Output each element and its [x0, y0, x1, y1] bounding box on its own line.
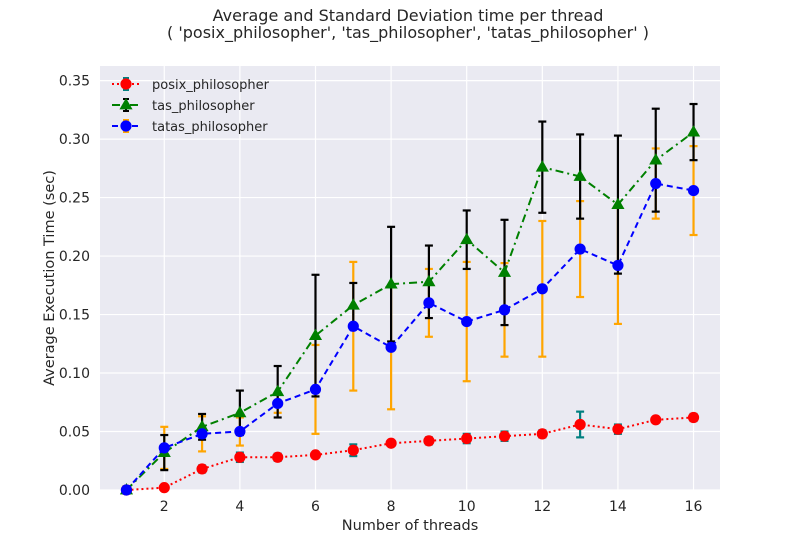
data-point	[309, 383, 322, 396]
legend-item: posix_philosopher	[112, 77, 270, 93]
x-axis-label: Number of threads	[342, 518, 479, 534]
data-point	[385, 437, 397, 449]
data-point	[497, 265, 512, 277]
data-point	[649, 153, 663, 165]
data-point	[233, 405, 247, 418]
series-posix_philosopher	[120, 411, 700, 496]
y-tick-label: 0.30	[59, 132, 90, 148]
data-point	[461, 315, 473, 328]
x-tick-label: 12	[533, 499, 551, 515]
legend-label: posix_philosopher	[152, 78, 270, 93]
series-line	[125, 182, 694, 491]
series-line	[125, 131, 695, 491]
data-point	[612, 423, 624, 435]
x-tick-label: 2	[160, 499, 169, 515]
data-point	[309, 449, 322, 461]
data-point	[612, 259, 624, 272]
data-point	[423, 435, 435, 447]
legend-label: tas_philosopher	[152, 99, 255, 114]
x-tick-label: 14	[609, 499, 627, 515]
data-point	[686, 125, 701, 137]
data-point	[423, 297, 435, 309]
data-point	[271, 384, 285, 397]
data-point	[573, 169, 587, 181]
data-point	[422, 274, 436, 287]
chart-title-line-2: ( 'posix_philosopher', 'tas_philosopher'…	[167, 23, 649, 43]
data-point	[611, 197, 625, 210]
legend-marker	[120, 78, 132, 90]
data-point	[574, 418, 586, 431]
data-point	[234, 425, 246, 438]
y-tick-label: 0.35	[59, 74, 90, 90]
data-point	[574, 243, 586, 255]
data-point	[385, 341, 397, 353]
data-point	[461, 432, 473, 445]
data-point	[120, 484, 133, 496]
data-point	[687, 184, 700, 197]
data-point	[650, 414, 662, 426]
data-point	[196, 463, 208, 475]
legend-item: tas_philosopher	[112, 97, 255, 114]
series-line	[126, 416, 694, 491]
data-point	[234, 451, 246, 463]
legend-label: tatas_philosopher	[152, 120, 268, 135]
chart-title-line-1: Average and Standard Deviation time per …	[213, 6, 604, 25]
y-tick-label: 0.00	[59, 483, 90, 499]
data-point	[536, 283, 548, 295]
data-point	[460, 232, 474, 245]
x-tick-label: 16	[685, 499, 703, 515]
data-point	[346, 298, 360, 310]
y-tick-label: 0.15	[59, 308, 90, 324]
x-tick-label: 8	[387, 499, 396, 515]
data-point	[308, 328, 323, 341]
y-axis-label: Average Execution Time (sec)	[42, 170, 58, 386]
y-tick-label: 0.10	[59, 366, 90, 382]
data-point	[196, 428, 208, 440]
data-point	[272, 397, 284, 410]
legend-marker	[119, 97, 133, 110]
legend: posix_philosopher tas_philosopher tatas_ph…	[112, 77, 270, 135]
data-point	[158, 442, 170, 454]
x-tick-label: 4	[235, 499, 244, 515]
series-tatas_philosopher	[120, 177, 700, 496]
data-point	[535, 160, 549, 172]
data-point	[650, 177, 662, 190]
x-axis-ticks: 2 4 6 8 10 12 14 16	[160, 499, 703, 515]
x-tick-label: 10	[458, 499, 476, 515]
y-tick-label: 0.05	[59, 425, 90, 441]
data-point	[272, 451, 284, 463]
y-axis-ticks: 0.00 0.05 0.10 0.15 0.20 0.25 0.30 0.35	[59, 74, 90, 499]
data-point	[347, 320, 359, 332]
legend-marker	[120, 120, 132, 132]
legend-item: tatas_philosopher	[112, 119, 268, 135]
data-point	[384, 277, 398, 289]
y-tick-label: 0.20	[59, 249, 90, 265]
data-point	[498, 304, 511, 316]
data-point	[347, 444, 359, 456]
data-point	[158, 482, 170, 494]
data-point	[687, 411, 700, 424]
y-tick-label: 0.25	[59, 191, 90, 207]
series-layer	[119, 102, 701, 496]
x-tick-label: 6	[311, 499, 320, 515]
data-point	[498, 430, 511, 442]
data-point	[536, 428, 548, 440]
